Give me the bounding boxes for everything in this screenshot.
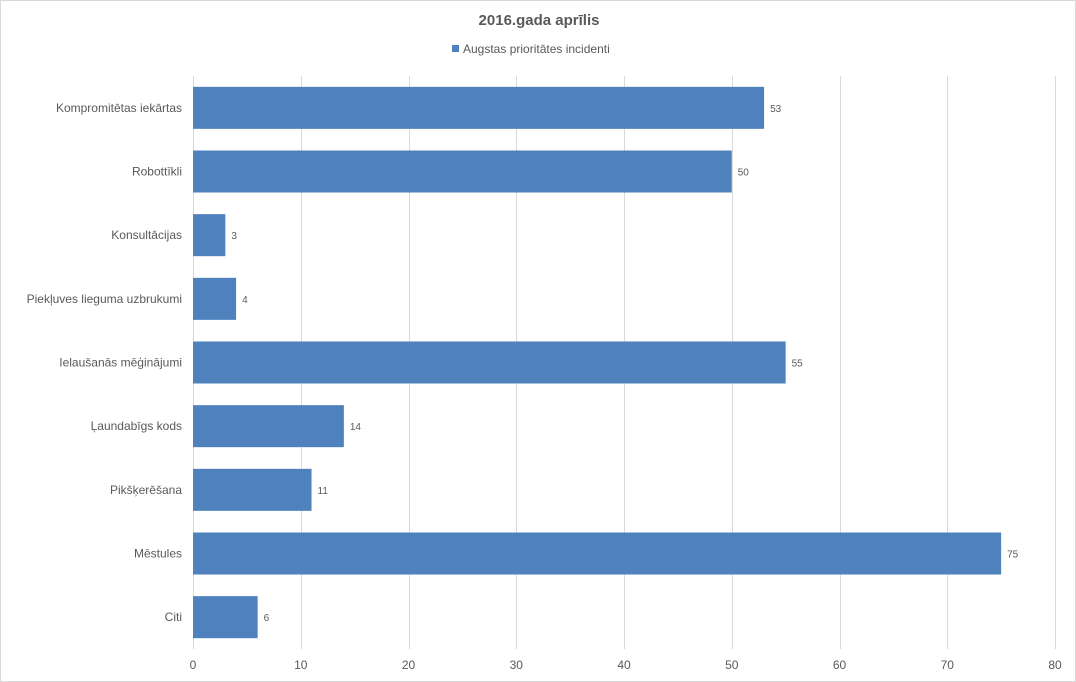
legend-label: Augstas prioritātes incidenti bbox=[463, 42, 610, 56]
bar bbox=[193, 405, 344, 448]
data-label: 55 bbox=[792, 359, 804, 370]
category-label: Piekļuves lieguma uzbrukumi bbox=[27, 292, 182, 306]
category-label: Konsultācijas bbox=[111, 228, 182, 242]
x-tick-label: 80 bbox=[1048, 658, 1062, 672]
category-label: Ļaundabīgs kods bbox=[91, 419, 182, 433]
category-label: Pikšķerēšana bbox=[110, 483, 182, 497]
category-label: Robottīkli bbox=[132, 165, 182, 179]
x-tick-label: 40 bbox=[617, 658, 631, 672]
x-tick-label: 70 bbox=[941, 658, 955, 672]
bar bbox=[193, 214, 226, 257]
value-axis: 0 10 20 30 40 50 60 70 80 bbox=[190, 658, 1062, 672]
bar bbox=[193, 277, 237, 320]
data-label: 6 bbox=[264, 613, 270, 624]
category-label: Ielaušanās mēģinājumi bbox=[59, 356, 182, 370]
data-label: 11 bbox=[318, 486, 329, 497]
x-tick-label: 0 bbox=[190, 658, 197, 672]
bar bbox=[193, 150, 732, 193]
legend: Augstas prioritātes incidenti bbox=[452, 42, 610, 56]
bar bbox=[193, 86, 765, 129]
x-tick-label: 60 bbox=[833, 658, 847, 672]
x-tick-label: 10 bbox=[294, 658, 308, 672]
bar bbox=[193, 596, 258, 639]
bars: 53 50 3 4 55 14 11 75 6 bbox=[193, 86, 1019, 639]
bar bbox=[193, 532, 1002, 575]
bar bbox=[193, 341, 786, 384]
data-label: 14 bbox=[350, 422, 362, 433]
category-label: Kompromitētas iekārtas bbox=[56, 101, 182, 115]
data-label: 53 bbox=[770, 104, 782, 115]
data-label: 4 bbox=[242, 295, 248, 306]
data-label: 75 bbox=[1007, 550, 1019, 561]
category-label: Mēstules bbox=[134, 547, 182, 561]
chart-title: 2016.gada aprīlis bbox=[479, 12, 600, 29]
x-tick-label: 20 bbox=[402, 658, 416, 672]
x-tick-label: 30 bbox=[510, 658, 524, 672]
x-tick-label: 50 bbox=[725, 658, 739, 672]
category-label: Citi bbox=[165, 610, 182, 624]
data-label: 50 bbox=[738, 168, 750, 179]
data-label: 3 bbox=[231, 231, 237, 242]
category-axis: Kompromitētas iekārtas Robottīkli Konsultā… bbox=[27, 101, 183, 624]
bar bbox=[193, 468, 312, 511]
legend-swatch bbox=[452, 45, 459, 52]
